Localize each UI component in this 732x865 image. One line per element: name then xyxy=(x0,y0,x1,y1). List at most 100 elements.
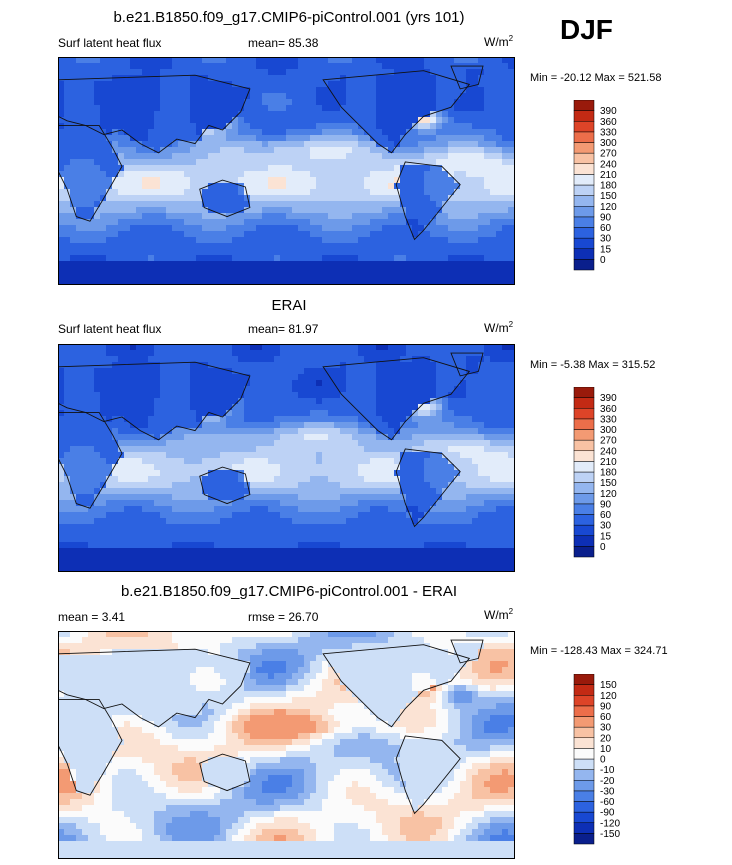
colorbar-tick-label: 60 xyxy=(600,712,612,723)
colorbar-tick-label: 270 xyxy=(600,149,617,160)
colorbar-tick-label: 390 xyxy=(600,106,617,117)
colorbar-tick-label: 240 xyxy=(600,446,617,457)
colorbar-tick-label: 60 xyxy=(600,510,612,521)
colorbar-tick-label: 0 xyxy=(600,255,606,266)
colorbar-box xyxy=(573,758,595,770)
colorbar-tick-label: 270 xyxy=(600,436,617,447)
colorbar-box xyxy=(573,503,595,515)
colorbar-box xyxy=(573,546,595,558)
colorbar-box xyxy=(573,237,595,250)
colorbar-tick-label: 150 xyxy=(600,478,617,489)
panel-1-minmax: Min = -20.12 Max = 521.58 xyxy=(530,72,662,84)
colorbar-box xyxy=(573,769,595,781)
colorbar-tick-label: -10 xyxy=(600,765,615,776)
colorbar-tick-label: 30 xyxy=(600,234,612,245)
colorbar-tick-label: 300 xyxy=(600,138,617,149)
colorbar-tick-label: 90 xyxy=(600,499,612,510)
panel-3-title: b.e21.B1850.f09_g17.CMIP6-piControl.001 … xyxy=(120,583,458,600)
colorbar-tick-label: 30 xyxy=(600,521,612,532)
panel-3-units: W/m2 xyxy=(484,607,514,622)
colorbar-box xyxy=(573,684,595,696)
colorbar-box xyxy=(573,695,595,707)
season-label: DJF xyxy=(560,14,613,45)
colorbar-tick-label: 180 xyxy=(600,181,617,192)
colorbar-tick-label: 330 xyxy=(600,414,617,425)
colorbar-tick-label: 30 xyxy=(600,723,612,734)
colorbar-box xyxy=(573,163,595,175)
colorbar-box xyxy=(573,429,595,441)
panel-3-mean-label: mean = 3.41 xyxy=(58,610,126,624)
coastlines xyxy=(58,352,484,528)
colorbar-tick-label: 210 xyxy=(600,457,617,468)
panel-1-title: b.e21.B1850.f09_g17.CMIP6-piControl.001 … xyxy=(113,9,465,26)
colorbar-box xyxy=(573,471,595,483)
colorbar-box xyxy=(573,790,595,802)
colorbar-box xyxy=(573,387,595,398)
panel-3-map xyxy=(58,631,515,859)
colorbar-box xyxy=(573,131,595,143)
panel-2-map xyxy=(58,344,515,572)
colorbar-tick-label: -150 xyxy=(600,829,620,840)
colorbar-box xyxy=(573,514,595,526)
panel-1-variable-label: Surf latent heat flux xyxy=(58,36,162,50)
colorbar-box xyxy=(573,195,595,207)
colorbar-tick-label: 120 xyxy=(600,691,617,702)
colorbar-tick-label: -90 xyxy=(600,808,615,819)
colorbar-box xyxy=(573,152,595,165)
colorbar-box xyxy=(573,450,595,462)
colorbar-box xyxy=(573,206,595,218)
panel-2-minmax: Min = -5.38 Max = 315.52 xyxy=(530,359,656,371)
colorbar-tick-label: -60 xyxy=(600,797,615,808)
field-cells xyxy=(58,57,515,285)
colorbar-tick-label: 300 xyxy=(600,425,617,436)
colorbar-tick-label: 390 xyxy=(600,393,617,404)
colorbar-box xyxy=(573,535,595,547)
colorbar-box xyxy=(573,216,595,228)
colorbar-tick-label: 210 xyxy=(600,170,617,181)
colorbar-box xyxy=(573,482,595,494)
colorbar-tick-label: 360 xyxy=(600,117,617,128)
colorbar-tick-label: 60 xyxy=(600,223,612,234)
colorbar-box xyxy=(573,674,595,685)
colorbar-box xyxy=(573,248,595,260)
colorbar-box xyxy=(573,461,595,473)
colorbar-tick-label: 360 xyxy=(600,404,617,415)
panel-1-mean-label: mean= 85.38 xyxy=(248,36,319,50)
field-cells xyxy=(58,631,515,859)
colorbar-box xyxy=(573,100,595,111)
colorbar-box xyxy=(573,142,595,154)
colorbar-box xyxy=(573,227,595,239)
colorbar-box xyxy=(573,110,595,122)
panel-2-variable-label: Surf latent heat flux xyxy=(58,322,162,336)
colorbar-tick-label: 120 xyxy=(600,202,617,213)
colorbar-box xyxy=(573,801,595,813)
colorbar-tick-label: 120 xyxy=(600,489,617,500)
colorbar-box xyxy=(573,833,595,845)
colorbar-box xyxy=(573,259,595,271)
panel-2-mean-label: mean= 81.97 xyxy=(248,322,319,336)
colorbar-box xyxy=(573,524,595,537)
colorbar-tick-label: 90 xyxy=(600,212,612,223)
colorbar-tick-label: 240 xyxy=(600,159,617,170)
colorbar-box xyxy=(573,418,595,430)
colorbar-box xyxy=(573,439,595,452)
colorbar-tick-label: 10 xyxy=(600,744,612,755)
colorbar-box xyxy=(573,716,595,728)
panel-3-minmax: Min = -128.43 Max = 324.71 xyxy=(530,645,668,657)
colorbar-box xyxy=(573,493,595,505)
colorbar-box xyxy=(573,397,595,409)
colorbar-tick-label: -30 xyxy=(600,786,615,797)
colorbar-box xyxy=(573,174,595,186)
colorbar-tick-label: 180 xyxy=(600,468,617,479)
colorbar-tick-label: 0 xyxy=(600,755,606,766)
panel-2-units: W/m2 xyxy=(484,320,514,335)
colorbar-box xyxy=(573,705,595,717)
colorbar-tick-label: 150 xyxy=(600,191,617,202)
colorbar-box xyxy=(573,822,595,834)
panel-1-map xyxy=(58,57,515,285)
colorbar-box xyxy=(573,121,595,133)
colorbar-box xyxy=(573,811,595,824)
colorbar-box xyxy=(573,780,595,792)
